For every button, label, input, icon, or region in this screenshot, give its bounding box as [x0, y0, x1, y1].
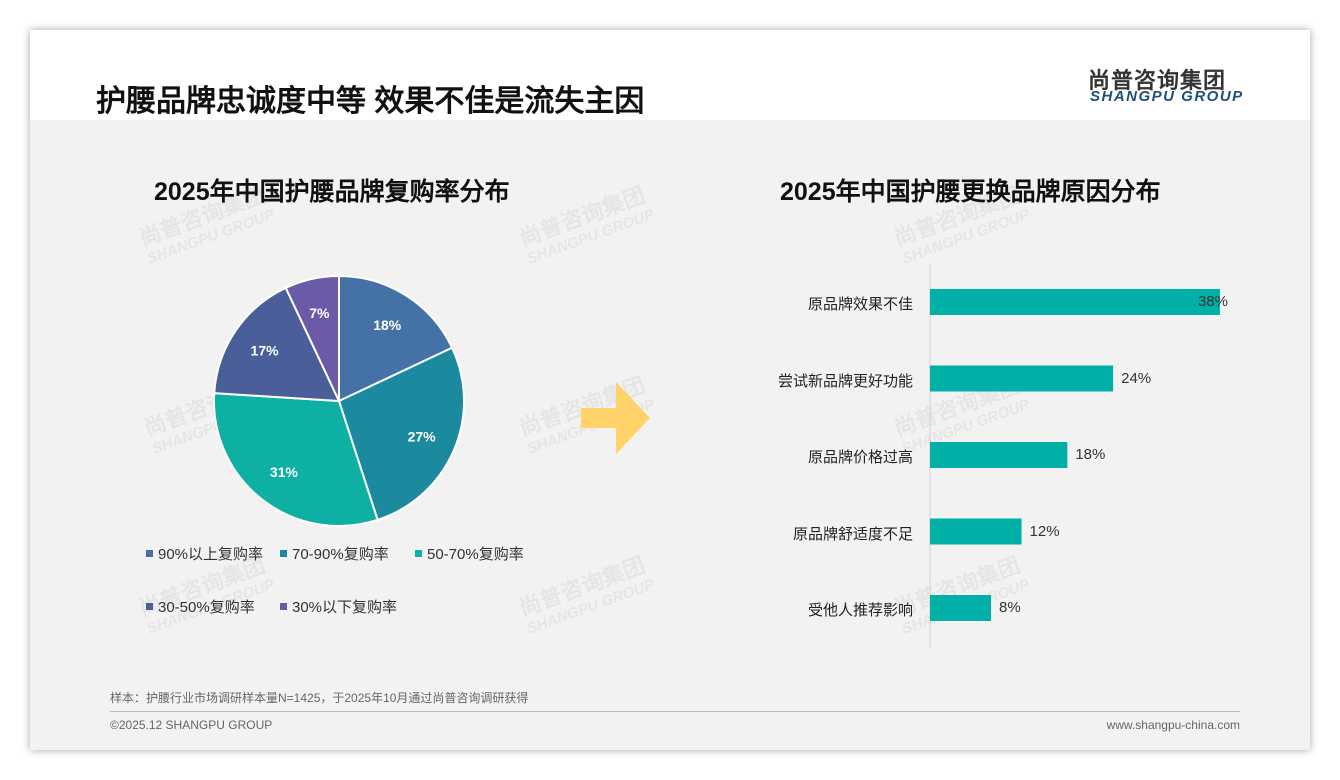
- pie-slice: [338, 274, 454, 403]
- legend-item: 50-70%复购率: [415, 543, 524, 564]
- copyright: ©2025.12 SHANGPU GROUP: [110, 718, 273, 732]
- legend-label: 30%以下复购率: [292, 599, 398, 616]
- bar-value-label: 24%: [1121, 369, 1152, 387]
- legend-swatch: [280, 550, 287, 557]
- website-url: www.shangpu-china.com: [1106, 718, 1240, 732]
- legend-swatch: [415, 550, 422, 557]
- pie-label: 17%: [251, 342, 280, 358]
- legend-label: 70-90%复购率: [292, 546, 389, 563]
- sample-note: 样本：护腰行业市场调研样本量N=1425，于2025年10月通过尚普咨询调研获得: [110, 691, 529, 705]
- bar-value-label: 38%: [1197, 293, 1228, 310]
- legend-label: 30-50%复购率: [158, 599, 255, 616]
- bar-category-label: 原品牌效果不佳: [807, 296, 913, 313]
- legend-item: 30%以下复购率: [280, 596, 397, 617]
- bar-category-label: 原品牌价格过高: [807, 449, 913, 466]
- pie-label: 18%: [373, 317, 402, 333]
- bar-value-label: 8%: [999, 599, 1021, 616]
- slide: 护腰品牌忠诚度中等 效果不佳是流失主因 尚普咨询集团 SHANGPU GROUP…: [30, 30, 1310, 750]
- arrow-icon: [581, 382, 650, 454]
- legend-swatch: [146, 550, 153, 557]
- bar: [930, 289, 1220, 315]
- bar: [930, 442, 1068, 468]
- logo-en: SHANGPU GROUP: [1090, 88, 1244, 105]
- bar: [930, 595, 992, 621]
- legend-item: 30-50%复购率: [146, 596, 255, 617]
- pie-label: 7%: [309, 305, 330, 321]
- legend-item: 90%以上复购率: [146, 543, 263, 564]
- pie-slice: [213, 286, 341, 403]
- legend-item: 70-90%复购率: [280, 543, 389, 564]
- bar-category-label: 原品牌舒适度不足: [792, 525, 913, 543]
- bar: [930, 365, 1114, 392]
- legend-label: 50-70%复购率: [427, 546, 524, 563]
- footer-divider: [110, 711, 1240, 712]
- page-title: 护腰品牌忠诚度中等 效果不佳是流失主因: [96, 85, 645, 118]
- charts-canvas: 18% 27% 31% 17% 7%: [213, 265, 1220, 648]
- bar: [930, 518, 1022, 545]
- bar-category-label: 尝试新品牌更好功能: [777, 372, 913, 390]
- pie-chart-title: 2025年中国护腰品牌复购率分布: [154, 178, 510, 206]
- bar-chart-title: 2025年中国护腰更换品牌原因分布: [780, 178, 1161, 206]
- bar-value-label: 18%: [1075, 446, 1106, 463]
- header: 护腰品牌忠诚度中等 效果不佳是流失主因 尚普咨询集团 SHANGPU GROUP: [30, 30, 1310, 120]
- pie-slice: [213, 392, 379, 527]
- logo-cn: 尚普咨询集团: [1088, 68, 1227, 93]
- legend-swatch: [280, 603, 287, 610]
- bar-value-label: 12%: [1029, 522, 1060, 540]
- legend-label: 90%以上复购率: [158, 546, 264, 563]
- bar-category-label: 受他人推荐影响: [807, 602, 913, 619]
- pie-slice: [284, 274, 340, 402]
- pie-slice: [337, 346, 465, 522]
- pie-label: 27%: [408, 429, 437, 445]
- pie-label: 31%: [270, 464, 299, 480]
- legend-swatch: [146, 603, 153, 610]
